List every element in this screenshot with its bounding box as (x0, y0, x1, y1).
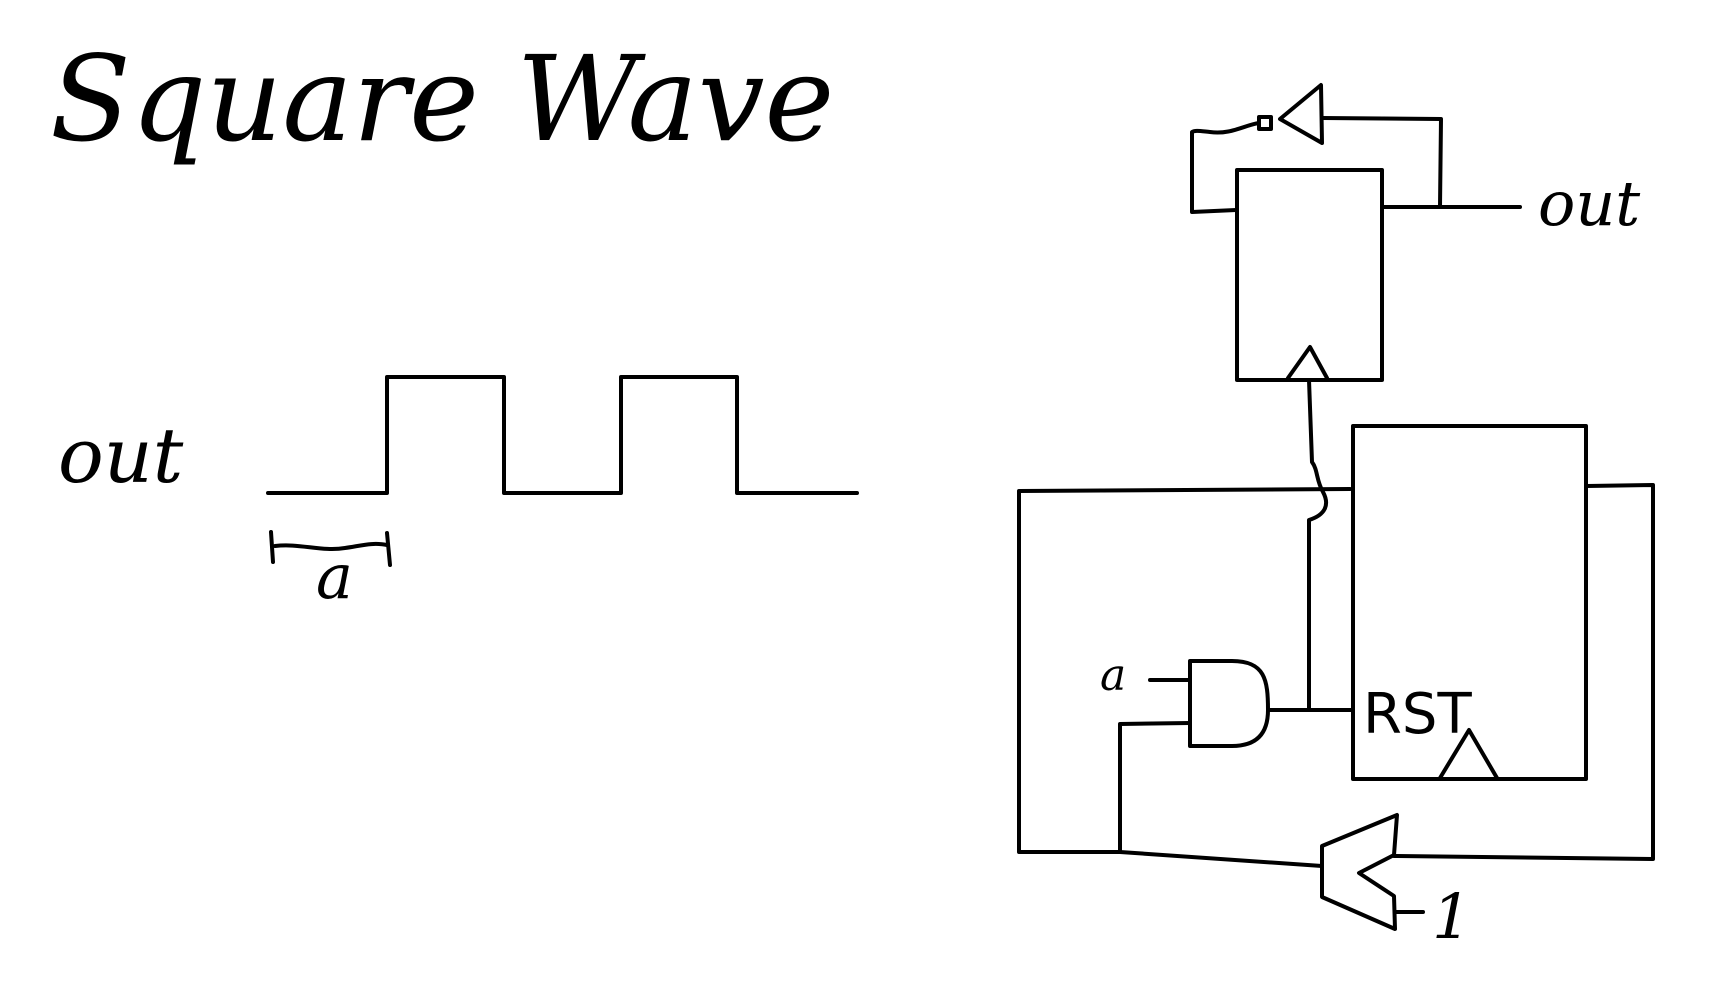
adder (1320, 813, 1399, 931)
counter-reset-label: RST (1363, 682, 1472, 747)
clock-wire-to-flip-flop (1307, 378, 1329, 712)
adder-constant-label: 1 (1432, 880, 1471, 953)
output-flip-flop-clock (1286, 345, 1329, 380)
adder-output-wire (1017, 487, 1352, 868)
and-input-label: a (1100, 650, 1126, 701)
feedback-wire-right (1320, 116, 1443, 209)
and-input-wire-b (1118, 721, 1192, 854)
output-label: out (1538, 167, 1640, 240)
waveform-signal-label: out (58, 411, 184, 500)
and-gate (1188, 659, 1270, 748)
feedback-wire-left (1190, 121, 1261, 214)
counter-clock-triangle (1438, 728, 1499, 780)
square-waveform (266, 375, 859, 495)
counter-register (1351, 424, 1588, 781)
inverter-gate (1257, 83, 1324, 145)
diagram-title: Square Wave (50, 30, 834, 168)
counter-output-wire (1392, 483, 1655, 861)
period-marker (269, 530, 392, 567)
period-label: a (316, 540, 353, 613)
